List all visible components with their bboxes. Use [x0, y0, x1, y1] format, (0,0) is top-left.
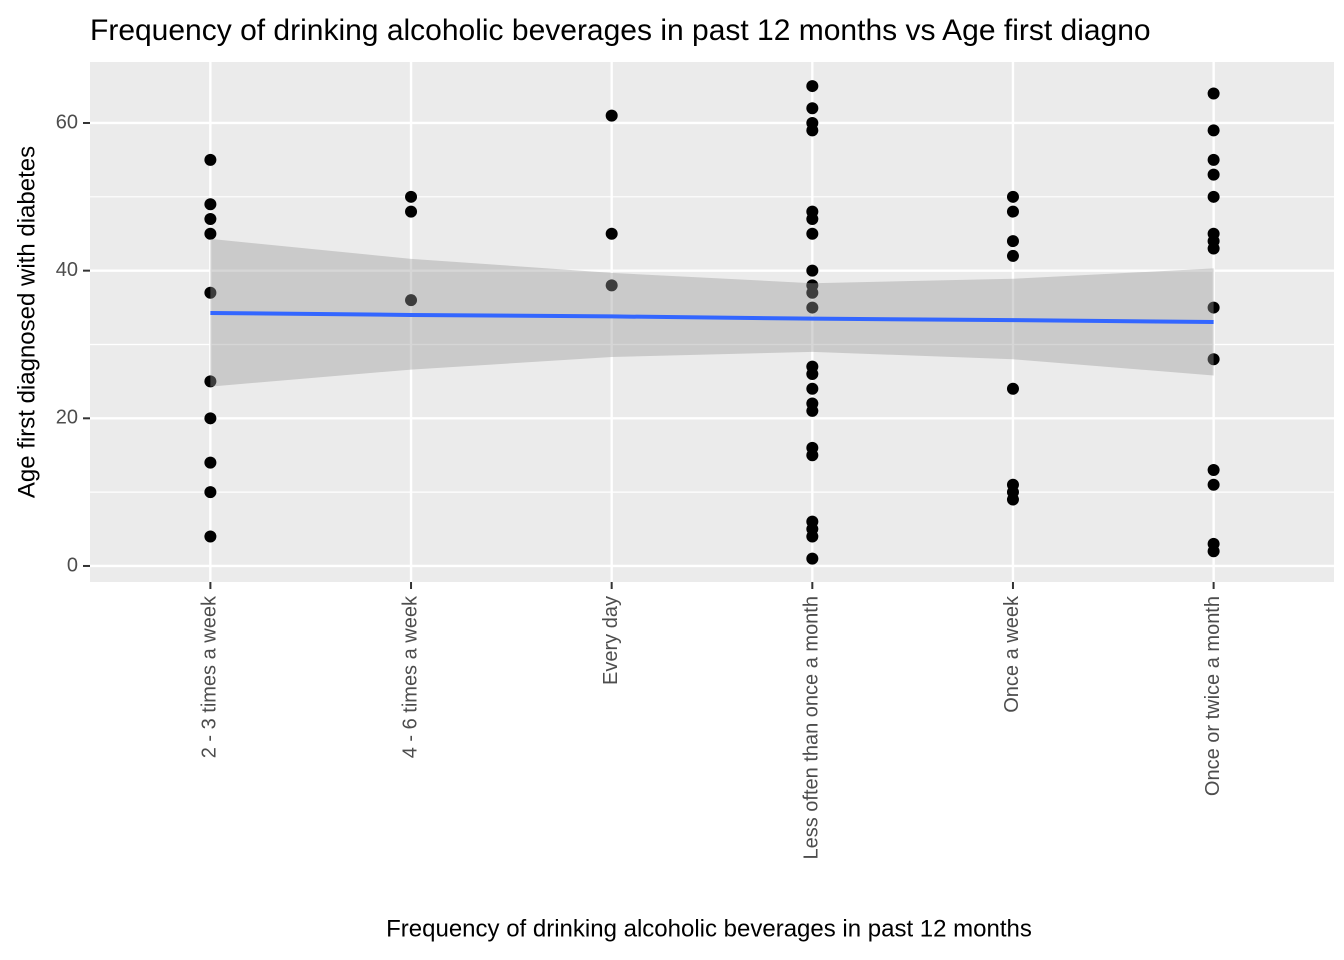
point	[1006, 190, 1019, 203]
point	[806, 227, 819, 240]
point	[1207, 87, 1220, 100]
point	[806, 382, 819, 395]
x-tick-label: Less often than once a month	[801, 596, 823, 860]
x-tick-label: Once or twice a month	[1202, 596, 1224, 796]
point	[1006, 235, 1019, 248]
x-tick-label: Every day	[600, 596, 622, 685]
point	[605, 279, 618, 292]
x-tick-label: 4 - 6 times a week	[399, 595, 421, 758]
x-tick-label: 2 - 3 times a week	[199, 595, 221, 758]
point	[204, 286, 217, 299]
point	[204, 486, 217, 499]
fit-line	[210, 310, 1214, 324]
x-axis-title: Frequency of drinking alcoholic beverage…	[386, 915, 1032, 942]
point	[405, 190, 418, 203]
point	[204, 227, 217, 240]
point	[1207, 124, 1220, 137]
y-axis-title: Age first diagnosed with diabetes	[13, 146, 40, 498]
point	[806, 530, 819, 543]
x-tick-label: Once a week	[1001, 595, 1023, 713]
point	[204, 198, 217, 211]
point	[204, 153, 217, 166]
point	[1207, 353, 1220, 366]
point	[1207, 190, 1220, 203]
point	[204, 456, 217, 469]
y-tick-label: 40	[56, 259, 78, 281]
point	[1207, 463, 1220, 476]
point	[806, 404, 819, 417]
point	[405, 205, 418, 218]
point	[1207, 242, 1220, 255]
point	[1207, 478, 1220, 491]
point	[806, 102, 819, 115]
point	[204, 530, 217, 543]
point	[806, 449, 819, 462]
point	[806, 552, 819, 565]
point	[605, 109, 618, 122]
point	[806, 301, 819, 314]
point	[1207, 153, 1220, 166]
point	[204, 212, 217, 225]
chart-title: Frequency of drinking alcoholic beverage…	[90, 14, 1151, 47]
point	[204, 412, 217, 425]
point	[806, 264, 819, 277]
y-tick-label: 60	[56, 111, 78, 133]
y-tick-label: 20	[56, 407, 78, 429]
point	[1207, 168, 1220, 181]
confidence-band	[210, 238, 1214, 387]
point	[605, 227, 618, 240]
point	[806, 286, 819, 299]
point	[1207, 545, 1220, 558]
y-tick-label: 0	[67, 554, 78, 576]
point	[1006, 205, 1019, 218]
point	[1006, 382, 1019, 395]
point	[1006, 249, 1019, 262]
point	[405, 294, 418, 307]
point	[806, 80, 819, 93]
point	[806, 368, 819, 381]
point	[204, 375, 217, 388]
point	[1006, 493, 1019, 506]
point	[806, 124, 819, 137]
point	[806, 212, 819, 225]
point	[1207, 301, 1220, 314]
